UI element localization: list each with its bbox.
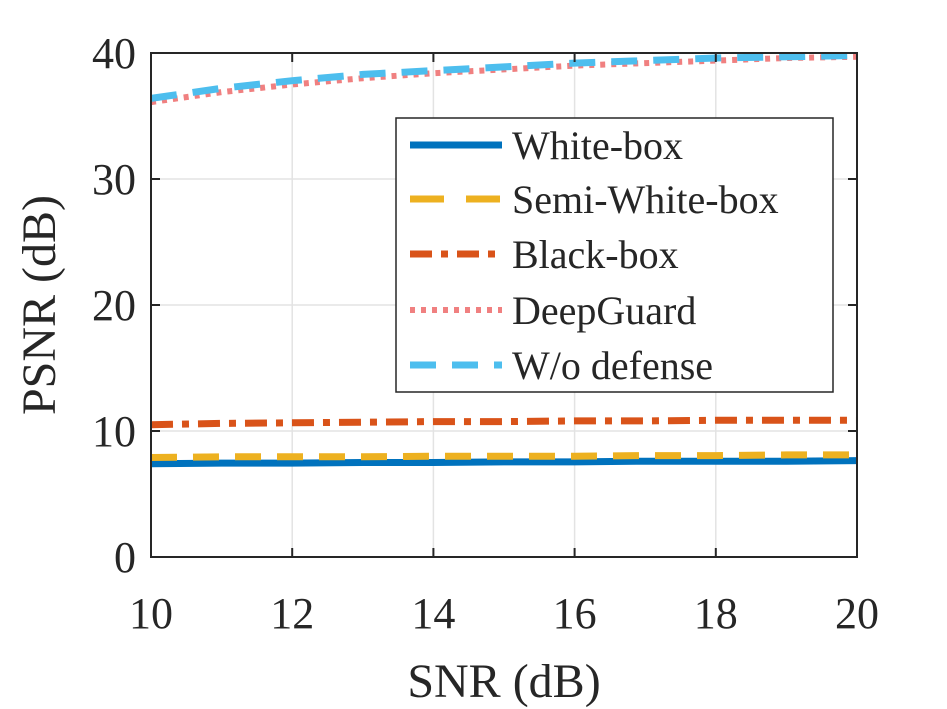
series-line-semi-white-box [150, 451, 857, 461]
series-line-white-box [150, 457, 858, 468]
series-lines [150, 52, 858, 468]
x-tick-label: 10 [129, 589, 173, 638]
x-axis-label: SNR (dB) [407, 655, 600, 708]
legend-label: Black-box [512, 232, 679, 277]
legend-label: White-box [512, 123, 683, 168]
x-tick-label: 20 [835, 589, 879, 638]
x-tick-label: 16 [553, 589, 597, 638]
legend-label: W/o defense [512, 343, 713, 388]
x-tick-label: 14 [411, 589, 455, 638]
y-tick-label: 10 [92, 407, 136, 456]
y-axis-label: PSNR (dB) [13, 195, 66, 415]
y-tick-label: 30 [92, 155, 136, 204]
legend-label: DeepGuard [512, 288, 696, 333]
legend-label: Semi-White-box [512, 177, 779, 222]
x-tick-label: 12 [270, 589, 314, 638]
y-tick-label: 0 [114, 533, 136, 582]
x-tick-label: 18 [694, 589, 738, 638]
y-tick-label: 20 [92, 281, 136, 330]
series-line-w-o-defense [150, 52, 858, 102]
axis-ticks: 10 12 14 16 18 20 0 10 20 30 40 [92, 29, 879, 638]
y-tick-label: 40 [92, 29, 136, 78]
legend: White-box Semi-White-box Black-box DeepGuar… [395, 117, 834, 393]
